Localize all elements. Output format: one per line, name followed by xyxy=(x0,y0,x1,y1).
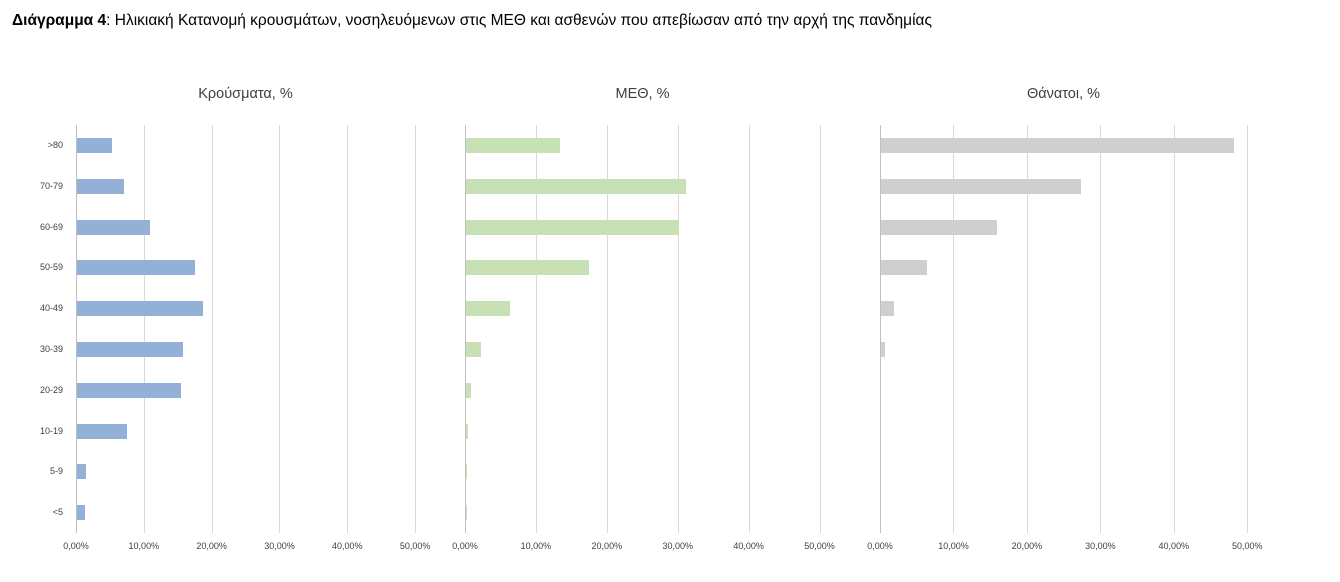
x-axis-ticks-icu: 0,00% 10,00% 20,00% 30,00% 40,00% 50,00% xyxy=(452,541,855,553)
gridline xyxy=(819,125,821,533)
category-axis-labels: >80 70-79 60-69 50-59 40-49 30-39 20-29 10-19 5-… xyxy=(0,125,68,533)
gridline xyxy=(279,125,281,533)
gridline xyxy=(535,125,537,533)
gridline xyxy=(1247,125,1249,533)
panel-title-deaths: Θάνατοι, % xyxy=(1026,86,1101,102)
x-tick-label: 40,00% xyxy=(1158,541,1190,551)
plot-area-deaths xyxy=(880,125,1284,533)
category-label: 30-39 xyxy=(39,344,63,354)
x-tick-label: 50,00% xyxy=(1232,541,1263,551)
gridline xyxy=(953,125,955,533)
x-tick-label: 0,00% xyxy=(452,541,478,551)
bar-50-59 xyxy=(881,260,928,276)
category-label: 5-9 xyxy=(49,466,63,477)
bar-10-19 xyxy=(466,423,469,439)
bar-10-19 xyxy=(77,423,127,439)
gridline xyxy=(1026,125,1028,533)
bar-20-29 xyxy=(466,382,471,398)
x-tick-label: 40,00% xyxy=(332,541,363,551)
x-tick-label: 20,00% xyxy=(196,541,227,551)
gridline xyxy=(415,125,417,533)
category-label: 20-29 xyxy=(39,384,63,395)
caption-label: Διάγραμμα 4 xyxy=(12,12,107,29)
x-axis-ticks-deaths: 0,00% 10,00% 20,00% 30,00% 40,00% 50,00% xyxy=(867,541,1284,553)
panel-title-cases: Κρούσματα, % xyxy=(198,86,293,102)
x-tick-label: 0,00% xyxy=(63,541,89,551)
chart-caption: Διάγραμμα 4: Ηλικιακή Κατανομή κρουσμάτω… xyxy=(12,12,932,30)
bar-70-79 xyxy=(466,178,686,194)
bar-50-59 xyxy=(466,260,590,276)
gridline xyxy=(1173,125,1175,533)
x-tick-label: 10,00% xyxy=(520,541,552,551)
bar-40-49 xyxy=(77,301,204,317)
panel-icu: ΜΕΘ, % 0,00% 10,00% 20,00% 30,00% 40,00% 50,0… xyxy=(452,82,865,562)
x-tick-label: 10,00% xyxy=(938,541,969,551)
value-axis-line xyxy=(76,125,77,533)
x-tick-label: 20,00% xyxy=(1011,541,1043,551)
panel-cases: Κρούσματα, % >80 70-79 60-69 50-59 40-49 30-3… xyxy=(0,82,458,562)
category-label: 10-19 xyxy=(39,425,63,436)
bar-5-9 xyxy=(466,464,467,480)
x-tick-label: 30,00% xyxy=(662,541,693,551)
bar-60-69 xyxy=(881,219,998,235)
panel-title-icu: ΜΕΘ, % xyxy=(615,86,670,102)
bar-60-69 xyxy=(466,219,679,235)
bar-50-59 xyxy=(77,260,195,276)
caption-text: Ηλικιακή Κατανομή κρουσμάτων, νοσηλευόμε… xyxy=(114,12,932,29)
bar-5-9 xyxy=(77,464,87,480)
bar-30-39 xyxy=(881,341,885,357)
category-label: >80 xyxy=(47,140,63,150)
bar-70-79 xyxy=(77,178,124,194)
x-tick-label: 20,00% xyxy=(591,541,623,551)
bar-60-69 xyxy=(77,219,150,235)
bar-40-49 xyxy=(466,301,510,317)
bar-<5 xyxy=(466,505,467,521)
caption-separator: : xyxy=(106,12,115,29)
gridline xyxy=(143,125,145,533)
bar-40-49 xyxy=(881,301,895,317)
category-label: 60-69 xyxy=(39,221,63,232)
x-tick-label: 50,00% xyxy=(804,541,835,551)
bar-<5 xyxy=(77,505,86,521)
bar-30-39 xyxy=(466,341,481,357)
plot-area-icu xyxy=(465,125,855,533)
bar-20-29 xyxy=(77,382,182,398)
value-axis-line xyxy=(880,125,881,533)
gridline xyxy=(677,125,679,533)
category-label: <5 xyxy=(52,507,63,518)
bar->80 xyxy=(466,137,561,153)
x-tick-label: 50,00% xyxy=(399,541,431,551)
x-tick-label: 30,00% xyxy=(1085,541,1116,551)
category-label: 40-49 xyxy=(39,303,63,314)
panel-deaths: Θάνατοι, % 0,00% 10,00% 20,00% 30,00% 40,00%… xyxy=(867,82,1292,562)
gridline xyxy=(748,125,750,533)
bar-30-39 xyxy=(77,341,183,357)
bar->80 xyxy=(881,137,1234,153)
gridline xyxy=(347,125,349,533)
x-tick-label: 40,00% xyxy=(733,541,764,551)
value-axis-line xyxy=(465,125,466,533)
x-tick-label: 10,00% xyxy=(128,541,160,551)
x-tick-label: 30,00% xyxy=(264,541,295,551)
category-label: 70-79 xyxy=(39,180,63,191)
bar-70-79 xyxy=(881,178,1081,194)
gridline xyxy=(1100,125,1102,533)
gridline xyxy=(606,125,608,533)
plot-area-cases xyxy=(76,125,449,533)
gridline xyxy=(211,125,213,533)
category-label: 50-59 xyxy=(39,262,63,273)
x-axis-ticks-cases: 0,00% 10,00% 20,00% 30,00% 40,00% 50,00% xyxy=(63,541,449,553)
bar->80 xyxy=(77,137,112,153)
x-tick-label: 0,00% xyxy=(867,541,893,551)
